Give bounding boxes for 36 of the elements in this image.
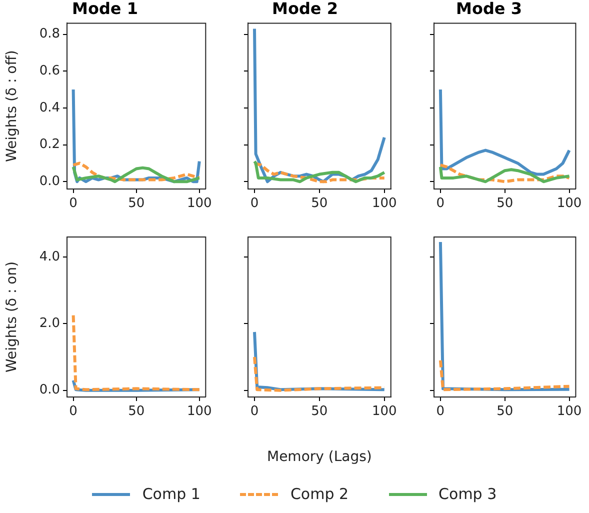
line-series [72,162,201,182]
x-tick-label: 0 [250,404,259,420]
y-axis-title: Weights (δ : on) [4,261,20,373]
chart-title: Mode 2 [272,0,338,18]
y-tick-label: 0.0 [39,174,60,190]
x-tick-label: 100 [186,404,212,420]
x-tick-label: 50 [311,196,328,212]
x-tick-label: 50 [311,404,328,420]
legend-label: Comp 2 [290,485,349,503]
y-tick-label: 2.0 [39,316,60,332]
x-tick-label: 50 [496,196,514,212]
x-tick-label: 50 [128,196,145,212]
x-tick-label: 100 [372,196,397,212]
legend-label: Comp 1 [142,485,200,503]
y-tick-label: 0.4 [39,100,60,116]
x-tick-label: 100 [556,404,582,420]
x-tick-label: 100 [186,196,212,212]
y-axis-title: Weights (δ : off) [4,50,20,162]
y-tick-label: 0.8 [39,26,60,42]
x-tick-label: 0 [436,404,445,420]
x-tick-label: 0 [69,404,78,420]
x-tick-label: 0 [250,196,259,212]
y-tick-label: 4.0 [39,249,60,264]
y-tick-label: 0.0 [39,382,60,398]
x-axis-title: Memory (Lags) [266,449,372,466]
x-tick-label: 50 [128,404,145,420]
y-tick-label: 0.2 [39,137,60,152]
y-tick-label: 0.6 [39,63,60,78]
x-tick-label: 100 [372,404,397,420]
chart-title: Mode 3 [456,0,522,18]
x-tick-label: 100 [556,196,582,212]
legend-label: Comp 3 [438,485,497,503]
x-tick-label: 50 [496,404,514,420]
x-tick-label: 0 [69,196,78,212]
x-tick-label: 0 [436,196,445,212]
chart-title: Mode 1 [72,0,138,18]
